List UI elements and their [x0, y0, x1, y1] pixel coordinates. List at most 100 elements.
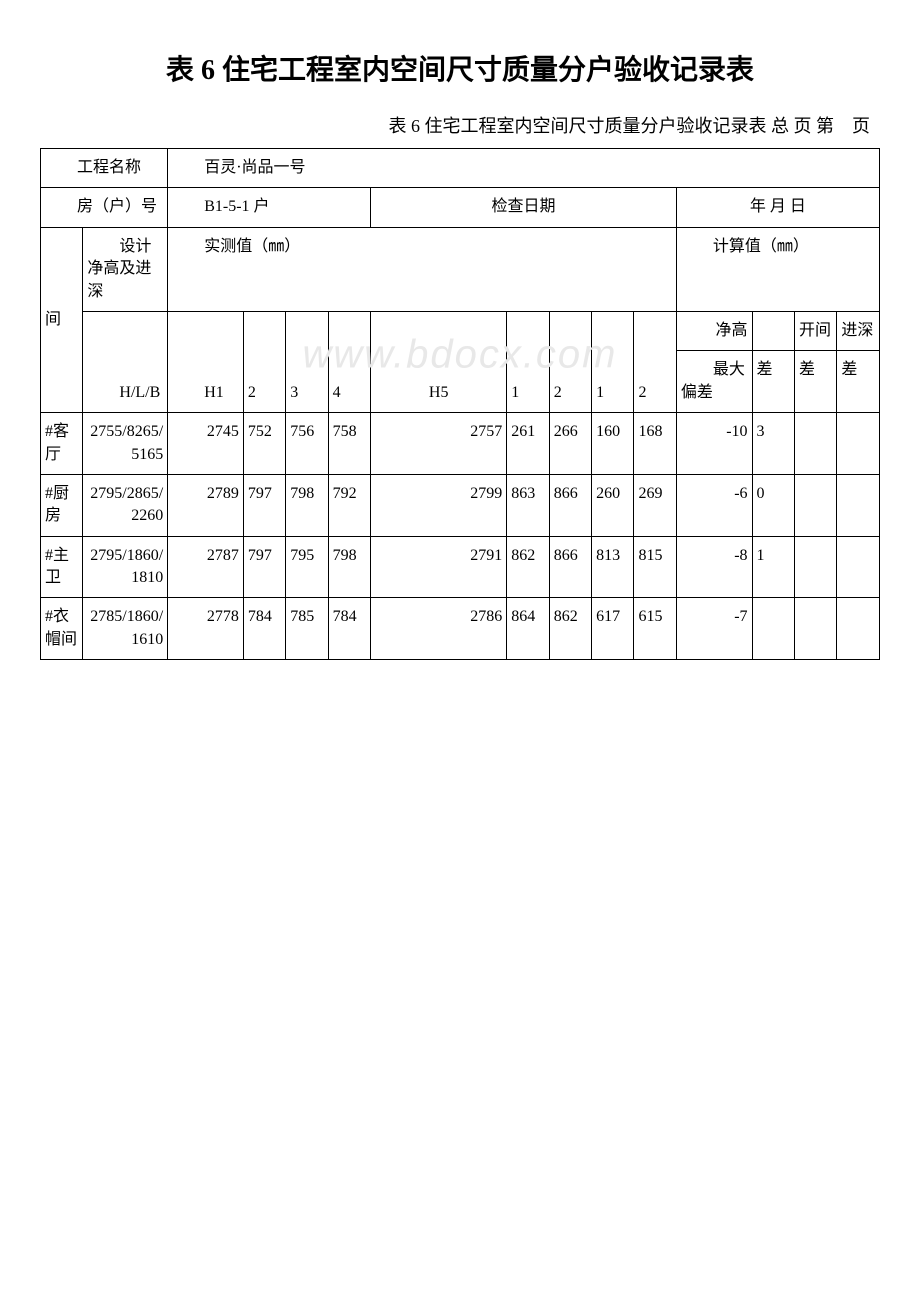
- h2-cell: 797: [243, 474, 285, 536]
- spec-col-header: 设计净高及进深: [83, 227, 168, 311]
- h2-cell: 784: [243, 598, 285, 660]
- h1-cell: 2789: [168, 474, 244, 536]
- h3-cell: 785: [286, 598, 328, 660]
- header-row-project: 工程名称 百灵·尚品一号: [41, 149, 880, 188]
- room-value: B1-5-1 户: [168, 188, 371, 227]
- b1-header: 1: [592, 311, 634, 412]
- h3-header: 3: [286, 311, 328, 412]
- maxdev-cell: -6: [676, 474, 752, 536]
- table-row: #客厅 2755/8265/5165 2745 752 756 758 2757…: [41, 413, 880, 475]
- maxdev-cell: -10: [676, 413, 752, 475]
- l1-cell: 862: [507, 536, 549, 598]
- h4-cell: 784: [328, 598, 370, 660]
- diff3-cell: [837, 413, 880, 475]
- h1-header: H1: [168, 311, 244, 412]
- diff2-header: 差: [794, 351, 836, 413]
- l1-cell: 863: [507, 474, 549, 536]
- inspection-table: 工程名称 百灵·尚品一号 房（户）号 B1-5-1 户 检查日期 年 月 日 间…: [40, 148, 880, 660]
- room-cell: #厨房: [41, 474, 83, 536]
- kaijian-header: 开间: [794, 311, 836, 350]
- room-cell: #主卫: [41, 536, 83, 598]
- room-cell: #衣帽间: [41, 598, 83, 660]
- room-col-header: 间: [41, 227, 83, 412]
- table-row: #厨房 2795/2865/2260 2789 797 798 792 2799…: [41, 474, 880, 536]
- diff2-cell: [794, 413, 836, 475]
- spec-cell: 2785/1860/1610: [83, 598, 168, 660]
- h3-cell: 795: [286, 536, 328, 598]
- hlb-header: H/L/B: [83, 311, 168, 412]
- main-title: 表 6 住宅工程室内空间尺寸质量分户验收记录表: [40, 50, 880, 92]
- diff-cell: 0: [752, 474, 794, 536]
- diff2-cell: [794, 474, 836, 536]
- b2-cell: 615: [634, 598, 676, 660]
- h2-header: 2: [243, 311, 285, 412]
- h3-cell: 756: [286, 413, 328, 475]
- diff2-cell: [794, 598, 836, 660]
- l2-header: 2: [549, 311, 591, 412]
- measured-header: 实测值（㎜）: [168, 227, 677, 311]
- jinshen-header: 进深: [837, 311, 880, 350]
- diff-cell: 1: [752, 536, 794, 598]
- sub-title: 表 6 住宅工程室内空间尺寸质量分户验收记录表 总 页 第 页: [40, 112, 880, 138]
- header-row-cols: H/L/B H1 2 3 4 H5 1 2 1 2 净高 开间 进深: [41, 311, 880, 350]
- h1-cell: 2787: [168, 536, 244, 598]
- h4-cell: 792: [328, 474, 370, 536]
- page-container: 表 6 住宅工程室内空间尺寸质量分户验收记录表 表 6 住宅工程室内空间尺寸质量…: [40, 50, 880, 660]
- date-label: 检查日期: [371, 188, 677, 227]
- room-label: 房（户）号: [41, 188, 168, 227]
- table-row: #衣帽间 2785/1860/1610 2778 784 785 784 278…: [41, 598, 880, 660]
- l2-cell: 866: [549, 474, 591, 536]
- h3-cell: 798: [286, 474, 328, 536]
- l2-cell: 866: [549, 536, 591, 598]
- calc-header: 计算值（㎜）: [676, 227, 879, 311]
- b1-cell: 160: [592, 413, 634, 475]
- room-cell: #客厅: [41, 413, 83, 475]
- h5-header: H5: [371, 311, 507, 412]
- diff3-cell: [837, 474, 880, 536]
- h4-header: 4: [328, 311, 370, 412]
- h1-cell: 2745: [168, 413, 244, 475]
- h5-cell: 2799: [371, 474, 507, 536]
- h5-cell: 2791: [371, 536, 507, 598]
- h5-cell: 2786: [371, 598, 507, 660]
- h4-cell: 798: [328, 536, 370, 598]
- l2-cell: 862: [549, 598, 591, 660]
- diff2-cell: [794, 536, 836, 598]
- spec-cell: 2795/2865/2260: [83, 474, 168, 536]
- b2-cell: 168: [634, 413, 676, 475]
- h1-cell: 2778: [168, 598, 244, 660]
- diff3-cell: [837, 536, 880, 598]
- b1-cell: 617: [592, 598, 634, 660]
- header-row-measure: 间 设计净高及进深 实测值（㎜） 计算值（㎜）: [41, 227, 880, 311]
- maxdev-cell: -8: [676, 536, 752, 598]
- b1-cell: 813: [592, 536, 634, 598]
- empty-header: [752, 311, 794, 350]
- h2-cell: 752: [243, 413, 285, 475]
- diff3-cell: [837, 598, 880, 660]
- diff-cell: [752, 598, 794, 660]
- net-height-header: 净高: [676, 311, 752, 350]
- diff-cell: 3: [752, 413, 794, 475]
- diff-header: 差: [752, 351, 794, 413]
- project-label: 工程名称: [41, 149, 168, 188]
- h5-cell: 2757: [371, 413, 507, 475]
- diff3-header: 差: [837, 351, 880, 413]
- l1-cell: 261: [507, 413, 549, 475]
- maxdev-cell: -7: [676, 598, 752, 660]
- b2-cell: 815: [634, 536, 676, 598]
- h2-cell: 797: [243, 536, 285, 598]
- table-row: #主卫 2795/1860/1810 2787 797 795 798 2791…: [41, 536, 880, 598]
- h4-cell: 758: [328, 413, 370, 475]
- project-value: 百灵·尚品一号: [168, 149, 880, 188]
- date-value: 年 月 日: [676, 188, 879, 227]
- spec-cell: 2795/1860/1810: [83, 536, 168, 598]
- l1-header: 1: [507, 311, 549, 412]
- b1-cell: 260: [592, 474, 634, 536]
- spec-cell: 2755/8265/5165: [83, 413, 168, 475]
- b2-header: 2: [634, 311, 676, 412]
- b2-cell: 269: [634, 474, 676, 536]
- l2-cell: 266: [549, 413, 591, 475]
- max-dev-header: 最大偏差: [676, 351, 752, 413]
- l1-cell: 864: [507, 598, 549, 660]
- header-row-room: 房（户）号 B1-5-1 户 检查日期 年 月 日: [41, 188, 880, 227]
